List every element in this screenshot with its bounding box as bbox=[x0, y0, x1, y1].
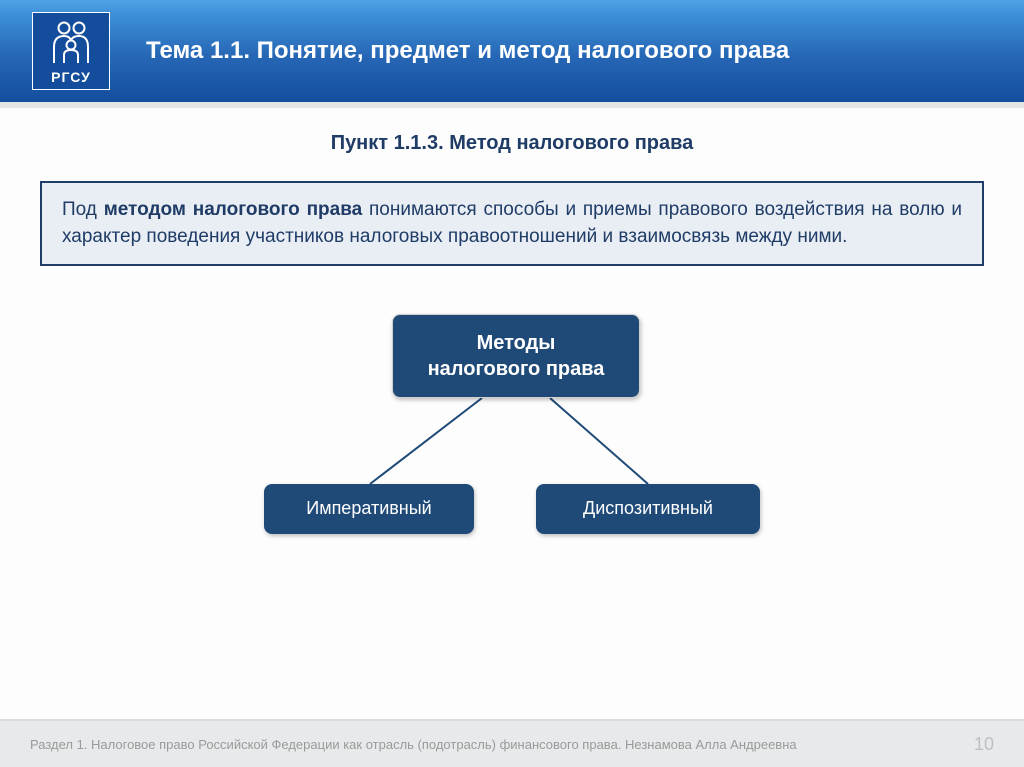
slide-title: Тема 1.1. Понятие, предмет и метод налог… bbox=[146, 37, 789, 65]
diagram-root-node: Методы налогового права bbox=[392, 314, 640, 398]
slide-content: Пункт 1.1.3. Метод налогового права Под … bbox=[0, 102, 1024, 604]
diagram-child-label: Диспозитивный bbox=[583, 497, 713, 520]
methods-diagram: Методы налогового права Императивный Дис… bbox=[40, 314, 984, 604]
slide-footer: Раздел 1. Налоговое право Российской Фед… bbox=[0, 719, 1024, 767]
definition-box: Под методом налогового права понимаются … bbox=[40, 181, 984, 266]
logo-label: РГСУ bbox=[51, 69, 91, 85]
family-icon bbox=[48, 19, 94, 65]
page-number: 10 bbox=[974, 734, 994, 755]
definition-bold: методом налогового права bbox=[104, 199, 363, 220]
definition-prefix: Под bbox=[62, 199, 104, 220]
section-subtitle: Пункт 1.1.3. Метод налогового права bbox=[40, 132, 984, 155]
slide-header: РГСУ Тема 1.1. Понятие, предмет и метод … bbox=[0, 0, 1024, 102]
diagram-root-label: Методы налогового права bbox=[428, 330, 605, 382]
diagram-child-imperative: Императивный bbox=[264, 484, 474, 534]
footer-text: Раздел 1. Налоговое право Российской Фед… bbox=[30, 737, 797, 752]
logo: РГСУ bbox=[32, 12, 110, 90]
diagram-child-label: Императивный bbox=[306, 497, 432, 520]
diagram-child-dispositive: Диспозитивный bbox=[536, 484, 760, 534]
